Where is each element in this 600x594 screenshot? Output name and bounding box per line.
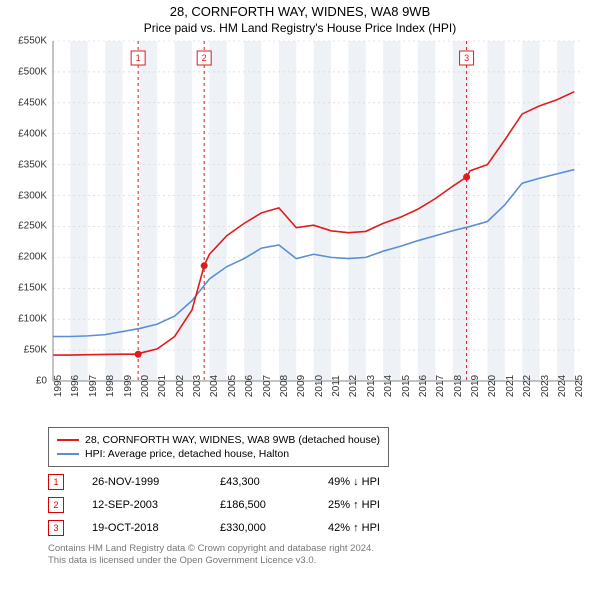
x-tick-label: 2000 bbox=[140, 375, 151, 397]
x-tick-label: 1998 bbox=[105, 375, 116, 397]
sale-row: 1 26-NOV-1999 £43,300 49% ↓ HPI bbox=[48, 474, 590, 490]
legend-item: 28, CORNFORTH WAY, WIDNES, WA8 9WB (deta… bbox=[57, 434, 380, 446]
x-tick-label: 2015 bbox=[401, 375, 412, 397]
x-tick-label: 1995 bbox=[53, 375, 64, 397]
legend-label: HPI: Average price, detached house, Halt… bbox=[85, 448, 289, 460]
sale-date: 12-SEP-2003 bbox=[92, 499, 192, 511]
x-tick-label: 2014 bbox=[383, 375, 394, 397]
chart-area: 1 2 3 £0 £50K £100K £150K £200K £250K £300K £350K… bbox=[5, 41, 595, 421]
legend-swatch bbox=[57, 453, 79, 455]
x-tick-label: 2010 bbox=[314, 375, 325, 397]
sales-table: 1 26-NOV-1999 £43,300 49% ↓ HPI 2 12-SEP-2003… bbox=[48, 474, 590, 536]
x-tick-label: 2005 bbox=[227, 375, 238, 397]
sale-delta: 25% ↑ HPI bbox=[328, 499, 380, 511]
x-tick-label: 2024 bbox=[557, 375, 568, 397]
x-tick-label: 2006 bbox=[244, 375, 255, 397]
y-tick-label: £150K bbox=[18, 283, 47, 294]
sale-price: £330,000 bbox=[220, 522, 300, 534]
sale-marker: 2 bbox=[48, 497, 64, 513]
footer-line-1: Contains HM Land Registry data © Crown c… bbox=[48, 543, 590, 555]
x-tick-label: 1996 bbox=[70, 375, 81, 397]
sale-date: 26-NOV-1999 bbox=[92, 476, 192, 488]
x-tick-label: 2001 bbox=[157, 375, 168, 397]
sale-row: 2 12-SEP-2003 £186,500 25% ↑ HPI bbox=[48, 497, 590, 513]
chart-container: 28, CORNFORTH WAY, WIDNES, WA8 9WB Price… bbox=[0, 4, 600, 594]
sale-delta: 42% ↑ HPI bbox=[328, 522, 380, 534]
y-tick-label: £300K bbox=[18, 190, 47, 201]
sale-marker: 3 bbox=[48, 520, 64, 536]
x-tick-label: 2011 bbox=[331, 375, 342, 397]
y-tick-label: £0 bbox=[36, 376, 47, 387]
y-tick-label: £550K bbox=[18, 36, 47, 47]
y-tick-label: £250K bbox=[18, 221, 47, 232]
x-tick-label: 2019 bbox=[470, 375, 481, 397]
x-tick-label: 2008 bbox=[279, 375, 290, 397]
x-tick-label: 2022 bbox=[522, 375, 533, 397]
x-tick-label: 2002 bbox=[175, 375, 186, 397]
y-tick-label: £100K bbox=[18, 314, 47, 325]
x-tick-label: 2004 bbox=[209, 375, 220, 397]
sale-row: 3 19-OCT-2018 £330,000 42% ↑ HPI bbox=[48, 520, 590, 536]
x-tick-label: 2023 bbox=[540, 375, 551, 397]
x-tick-label: 2009 bbox=[296, 375, 307, 397]
svg-text:2: 2 bbox=[202, 53, 207, 63]
legend: 28, CORNFORTH WAY, WIDNES, WA8 9WB (deta… bbox=[48, 427, 389, 467]
legend-label: 28, CORNFORTH WAY, WIDNES, WA8 9WB (deta… bbox=[85, 434, 380, 446]
x-tick-label: 2007 bbox=[262, 375, 273, 397]
y-tick-label: £450K bbox=[18, 97, 47, 108]
svg-text:1: 1 bbox=[136, 53, 141, 63]
x-tick-label: 2003 bbox=[192, 375, 203, 397]
x-tick-label: 1997 bbox=[88, 375, 99, 397]
x-tick-label: 2012 bbox=[348, 375, 359, 397]
x-tick-label: 2017 bbox=[435, 375, 446, 397]
x-tick-label: 2025 bbox=[574, 375, 585, 397]
footer-line-2: This data is licensed under the Open Gov… bbox=[48, 555, 590, 567]
x-tick-label: 2021 bbox=[505, 375, 516, 397]
y-tick-label: £50K bbox=[24, 345, 47, 356]
x-tick-label: 2016 bbox=[418, 375, 429, 397]
x-tick-label: 2013 bbox=[366, 375, 377, 397]
sale-date: 19-OCT-2018 bbox=[92, 522, 192, 534]
x-tick-label: 2018 bbox=[453, 375, 464, 397]
plot-svg: 1 2 3 bbox=[53, 41, 583, 381]
y-tick-label: £500K bbox=[18, 66, 47, 77]
x-tick-label: 1999 bbox=[123, 375, 134, 397]
svg-text:3: 3 bbox=[464, 53, 469, 63]
legend-swatch bbox=[57, 439, 79, 441]
x-tick-label: 2020 bbox=[487, 375, 498, 397]
y-tick-label: £350K bbox=[18, 159, 47, 170]
sale-marker: 1 bbox=[48, 474, 64, 490]
chart-title: 28, CORNFORTH WAY, WIDNES, WA8 9WB bbox=[0, 4, 600, 19]
y-tick-label: £200K bbox=[18, 252, 47, 263]
sale-price: £186,500 bbox=[220, 499, 300, 511]
footer: Contains HM Land Registry data © Crown c… bbox=[48, 543, 590, 567]
legend-item: HPI: Average price, detached house, Halt… bbox=[57, 448, 380, 460]
chart-subtitle: Price paid vs. HM Land Registry's House … bbox=[0, 21, 600, 35]
sale-price: £43,300 bbox=[220, 476, 300, 488]
sale-delta: 49% ↓ HPI bbox=[328, 476, 380, 488]
y-tick-label: £400K bbox=[18, 128, 47, 139]
